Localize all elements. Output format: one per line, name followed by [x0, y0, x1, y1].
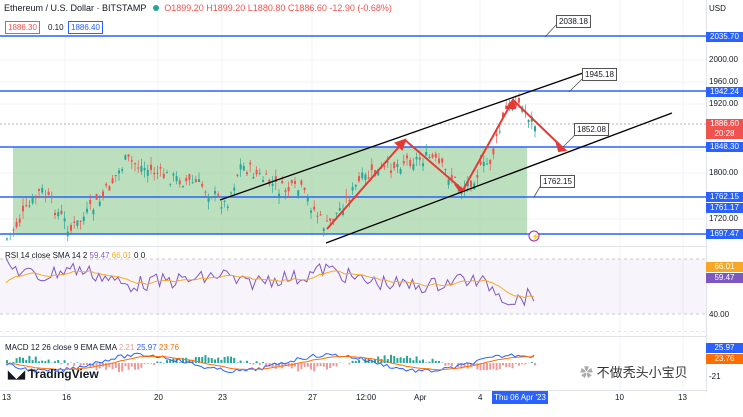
x-tick: 16: [62, 393, 71, 402]
price-chart[interactable]: ⚡: [0, 0, 706, 392]
callout-2038[interactable]: 2038.18: [556, 15, 591, 28]
y-tick: 2000.00: [709, 55, 738, 64]
level-tag: 1942.24: [706, 87, 743, 97]
signal-tag: 23.76: [706, 354, 743, 364]
callout-1945[interactable]: 1945.18: [582, 68, 617, 81]
callout-1762[interactable]: 1762.15: [540, 175, 575, 188]
buy-button[interactable]: 1886.40: [68, 21, 103, 34]
bar-countdown: 20:28: [706, 129, 743, 139]
rsi-panel[interactable]: [0, 247, 706, 332]
x-tick: Apr: [414, 393, 426, 402]
svg-text:⚡: ⚡: [531, 232, 540, 241]
level-tag: 1761.17: [706, 203, 743, 213]
market-status-icon: [153, 5, 159, 11]
time-axis[interactable]: [0, 390, 706, 406]
y-tick: 1960.00: [709, 77, 738, 86]
x-tick: 4: [478, 393, 482, 402]
tradingview-logo[interactable]: ◣◢ TradingView: [8, 367, 99, 381]
y-tick: 1920.00: [709, 99, 738, 108]
level-tag: 1697.47: [706, 229, 743, 239]
x-tick: 12:00: [356, 393, 376, 402]
x-tick: 23: [218, 393, 227, 402]
x-tick: 10: [615, 393, 624, 402]
range-zone: [13, 147, 527, 234]
y-tick: 1800.00: [709, 168, 738, 177]
tradingview-mark-icon: ◣◢: [8, 369, 25, 381]
level-tag: 2035.70: [706, 32, 743, 42]
rsi-tag: 59.47: [706, 273, 743, 283]
brand-text: TradingView: [28, 367, 98, 381]
wechat-icon: ✿: [580, 365, 593, 380]
level-tag: 1848.30: [706, 142, 743, 152]
x-tick: 20: [154, 393, 163, 402]
x-tick: 27: [308, 393, 317, 402]
ohlc-values: O1899.20 H1899.20 L1880.80 C1886.60 -12.…: [164, 3, 392, 13]
currency-label[interactable]: USD: [709, 4, 726, 13]
sell-button[interactable]: 1886.30: [5, 21, 40, 34]
level-tag: 1762.15: [706, 192, 743, 202]
x-tick: 13: [2, 393, 11, 402]
callout-1852[interactable]: 1852.08: [574, 123, 609, 136]
symbol-header: Ethereum / U.S. Dollar · BITSTAMP O1899.…: [4, 3, 392, 13]
watermark: ✿ 不做秃头小宝贝: [580, 362, 688, 381]
spread-value: 0.10: [48, 23, 64, 32]
rsi-ma-tag: 66.01: [706, 262, 743, 272]
rsi-tick: 40.00: [709, 310, 729, 319]
crosshair-time: Thu 06 Apr '23 04:00: [492, 391, 548, 404]
macd-tag: 25.97: [706, 343, 743, 353]
y-tick: 1720.00: [709, 214, 738, 223]
last-price-tag: 1886.60: [706, 119, 743, 129]
symbol-title[interactable]: Ethereum / U.S. Dollar · BITSTAMP: [4, 3, 146, 13]
macd-tick: -21: [709, 372, 721, 381]
x-tick: 13: [678, 393, 687, 402]
